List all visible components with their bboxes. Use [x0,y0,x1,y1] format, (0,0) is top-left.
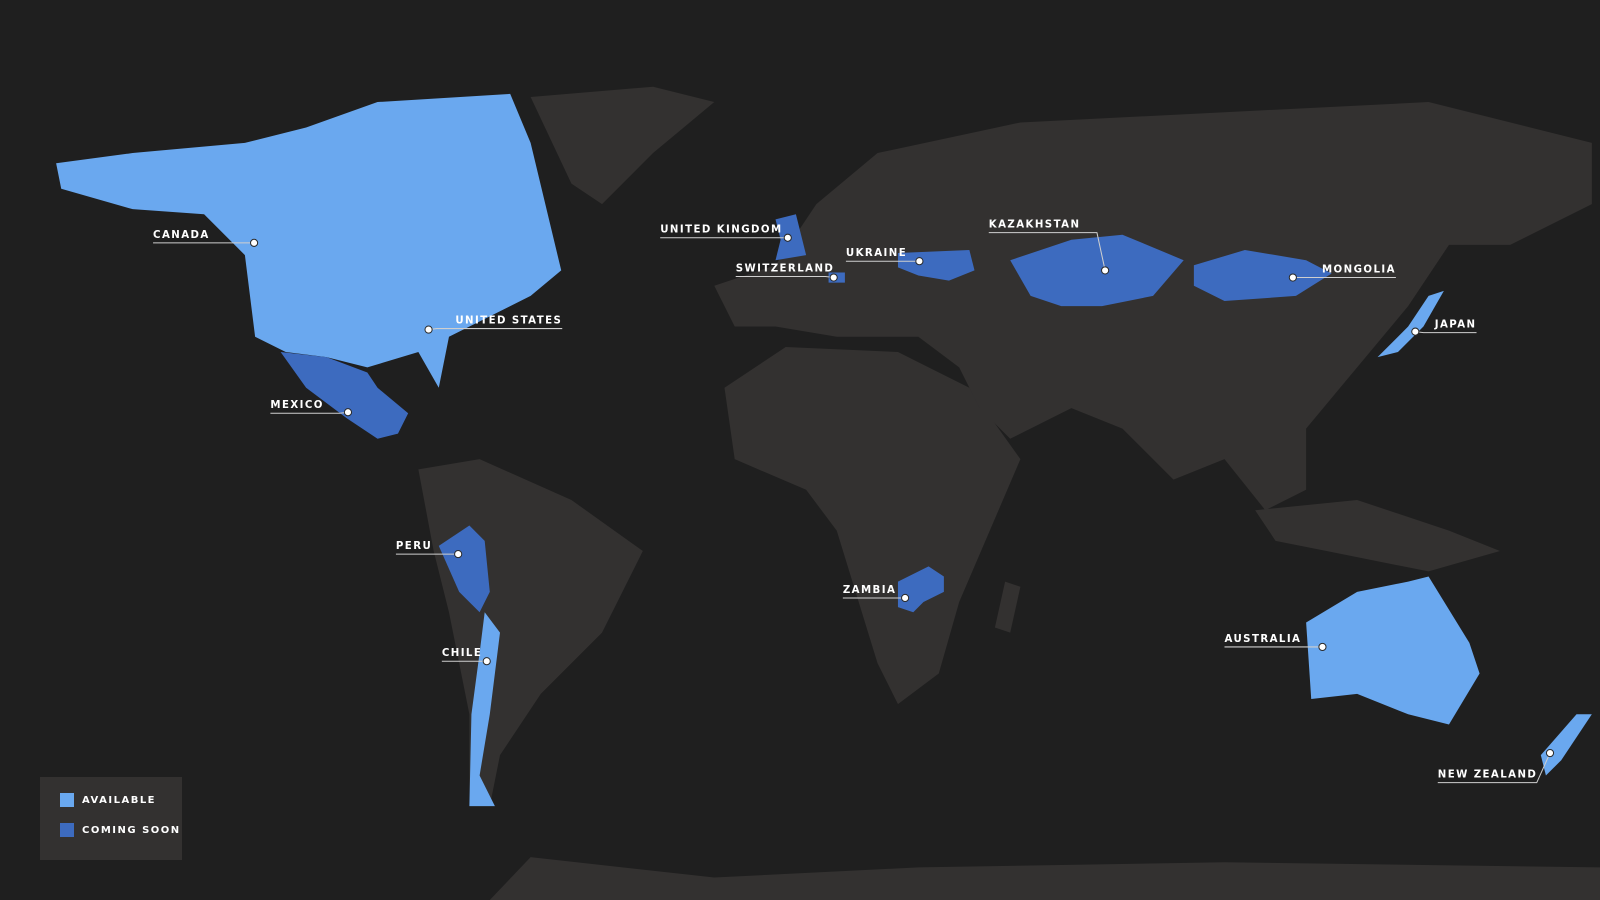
marker-peru[interactable]: PERU [396,541,463,559]
available-swatch [60,793,74,807]
label-australia: AUSTRALIA [1224,634,1301,645]
dot-ukraine[interactable] [915,257,924,266]
shape-chile [469,612,500,807]
dot-united-states[interactable] [424,325,433,334]
dot-mongolia[interactable] [1288,273,1297,282]
marker-chile[interactable]: CHILE [442,648,491,666]
marker-switzerland[interactable]: SWITZERLAND [735,263,838,282]
shape-new-zealand [1540,714,1592,776]
label-zambia: ZAMBIA [843,585,896,596]
shape-mexico [280,352,409,439]
label-japan: JAPAN [1434,320,1477,331]
country-shapes [56,93,1592,807]
leader-line-japan [1415,331,1477,334]
dot-chile[interactable] [482,657,491,666]
greenland [530,86,715,205]
dot-united-kingdom[interactable] [783,233,792,242]
label-chile: CHILE [442,648,482,659]
marker-mongolia[interactable]: MONGOLIA [1288,264,1396,282]
legend-item-coming-soon: COMING SOON [60,823,181,837]
madagascar [994,581,1021,633]
marker-united-states[interactable]: UNITED STATES [424,315,563,334]
label-united-states: UNITED STATES [455,315,562,326]
shape-zambia [897,566,944,613]
marker-australia[interactable]: AUSTRALIA [1224,634,1327,652]
dot-japan[interactable] [1411,327,1420,336]
africa [724,346,1021,705]
shape-mongolia [1193,250,1332,302]
label-united-kingdom: UNITED KINGDOM [660,225,782,236]
legend: AVAILABLE COMING SOON [40,777,182,860]
dot-peru[interactable] [454,550,463,559]
label-mongolia: MONGOLIA [1322,264,1396,275]
leader-line-kazakhstan [988,232,1106,271]
south-america [418,459,643,807]
dot-kazakhstan[interactable] [1101,266,1110,275]
marker-mexico[interactable]: MEXICO [270,400,353,417]
dot-canada[interactable] [250,238,259,247]
dot-new-zealand[interactable] [1545,748,1555,758]
leader-line-new-zealand [1437,752,1551,784]
dot-mexico[interactable] [343,408,353,417]
country-markers: CANADA UNITED STATES MEXICO PERU CHILE UNITED… [153,220,1555,784]
eurasia [714,102,1592,511]
marker-zambia[interactable]: ZAMBIA [843,585,910,603]
shape-kazakhstan [1010,234,1184,307]
marker-ukraine[interactable]: UKRAINE [845,248,924,266]
shape-australia [1306,576,1480,725]
dot-australia[interactable] [1318,642,1327,652]
shape-ukraine [897,250,975,281]
label-switzerland: SWITZERLAND [736,263,835,274]
land-masses [418,86,1600,900]
marker-canada[interactable]: CANADA [153,230,259,247]
label-ukraine: UKRAINE [846,248,907,259]
shape-peru [438,525,490,613]
label-peru: PERU [396,541,432,552]
dot-zambia[interactable] [901,593,910,603]
shape-canada-us [56,93,562,388]
legend-label-available: AVAILABLE [82,794,157,806]
label-kazakhstan: KAZAKHSTAN [989,220,1081,231]
marker-new-zealand[interactable]: NEW ZEALAND [1437,748,1555,784]
marker-japan[interactable]: JAPAN [1411,320,1477,336]
legend-label-coming-soon: COMING SOON [82,824,181,836]
label-canada: CANADA [153,230,210,241]
label-mexico: MEXICO [270,400,323,411]
marker-united-kingdom[interactable]: UNITED KINGDOM [660,225,792,242]
antarctica [489,857,1600,900]
dot-switzerland[interactable] [829,273,838,282]
label-new-zealand: NEW ZEALAND [1438,770,1538,781]
shape-japan [1377,290,1444,358]
coming-soon-swatch [60,823,74,837]
legend-item-available: AVAILABLE [60,793,156,807]
marker-kazakhstan[interactable]: KAZAKHSTAN [988,220,1110,275]
leader-line-mexico [270,411,349,414]
southeast-asia-islands [1255,500,1500,572]
